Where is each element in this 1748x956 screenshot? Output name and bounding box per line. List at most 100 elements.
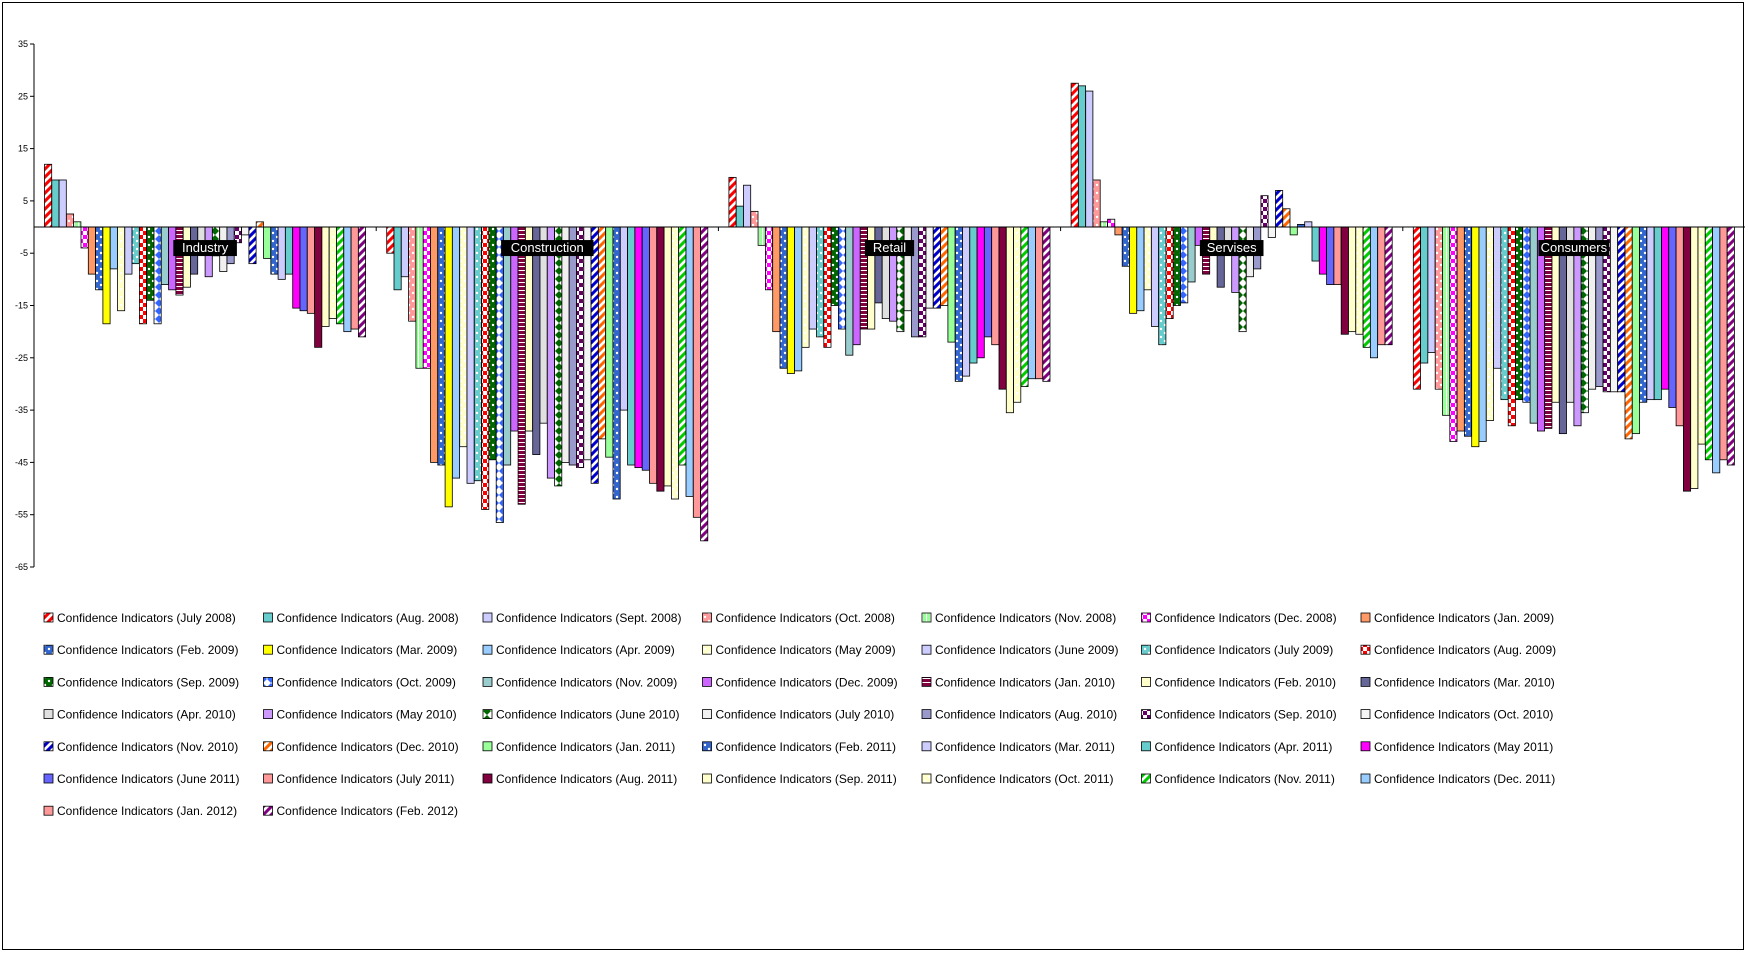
legend-item: Confidence Indicators (May 2011)	[1360, 740, 1553, 754]
y-tick-label: -55	[15, 510, 28, 520]
legend-swatch	[43, 805, 54, 816]
bar	[292, 226, 301, 309]
bar	[1370, 226, 1379, 359]
bar	[568, 226, 577, 466]
legend-label: Confidence Indicators (Feb. 2010)	[1155, 675, 1336, 689]
bar	[517, 226, 526, 505]
bar	[1558, 226, 1567, 435]
bar	[1362, 226, 1371, 348]
bar	[663, 226, 672, 487]
bar	[357, 226, 366, 338]
bar	[87, 226, 96, 275]
y-tick-label: 15	[18, 144, 28, 154]
bar	[1500, 226, 1509, 401]
legend-swatch	[263, 644, 273, 655]
bar	[634, 226, 643, 469]
bar	[1092, 179, 1101, 228]
bar	[1515, 226, 1524, 401]
bar	[1311, 226, 1320, 262]
legend-item: Confidence Indicators (Apr. 2010)	[43, 708, 236, 722]
legend-label: Confidence Indicators (Apr. 2010)	[57, 708, 236, 722]
legend-label: Confidence Indicators (Mar. 2010)	[1374, 675, 1555, 689]
bar	[823, 226, 832, 348]
bar	[160, 226, 169, 285]
legend-swatch	[43, 644, 54, 655]
category-group-servises	[1070, 82, 1393, 359]
bar	[1624, 226, 1633, 440]
bar	[1143, 226, 1152, 291]
bar	[1478, 226, 1487, 442]
legend-swatch	[43, 741, 54, 752]
bar	[947, 226, 956, 343]
legend-label: Confidence Indicators (Feb. 2009)	[57, 643, 238, 657]
legend-item: Confidence Indicators (July 2011)	[263, 772, 454, 786]
bar	[1013, 226, 1022, 403]
bar	[671, 226, 680, 500]
legend-swatch	[43, 612, 54, 623]
legend-item: Confidence Indicators (Jan. 2011)	[482, 740, 675, 754]
legend-label: Confidence Indicators (Aug. 2008)	[277, 611, 459, 625]
bar	[1668, 226, 1677, 408]
legend-swatch	[482, 773, 493, 784]
bar	[270, 226, 279, 275]
bar	[1427, 226, 1436, 353]
bar	[1355, 226, 1364, 335]
legend-label: Confidence Indicators (Jan. 2012)	[57, 804, 237, 818]
bar	[1035, 226, 1044, 380]
legend-swatch	[1360, 644, 1371, 655]
bar	[1318, 226, 1327, 275]
legend-label: Confidence Indicators (Apr. 2009)	[496, 643, 675, 657]
legend-label: Confidence Indicators (Jan. 2010)	[935, 675, 1115, 689]
legend-swatch	[921, 612, 932, 623]
bar	[66, 213, 75, 228]
bar	[969, 226, 978, 364]
legend-swatch	[702, 612, 712, 623]
bar	[728, 176, 737, 228]
bar	[808, 226, 817, 330]
legend-swatch	[482, 677, 493, 687]
bar	[1282, 208, 1291, 228]
bar	[1099, 221, 1108, 228]
category-label: Retail	[864, 240, 915, 257]
bar-chart: 35 25 15 5 -5 -15 -25 -35 -45 -55 -65 Industry Const…	[15, 39, 1745, 818]
bar	[1107, 218, 1116, 228]
legend-item: Confidence Indicators (Aug. 2011)	[482, 772, 677, 786]
bar	[1573, 226, 1582, 427]
bar	[1121, 226, 1130, 267]
legend-swatch	[482, 612, 493, 623]
legend-item: Confidence Indicators (May 2009)	[702, 643, 896, 657]
legend-item: Confidence Indicators (Nov. 2008)	[921, 611, 1116, 625]
bar	[1683, 226, 1692, 492]
bar	[656, 226, 665, 492]
bar	[153, 226, 162, 325]
bar	[998, 226, 1007, 390]
bar	[248, 226, 257, 265]
bar	[321, 226, 330, 327]
legend-swatch	[921, 709, 932, 719]
bar	[1020, 226, 1029, 387]
bar	[1610, 226, 1619, 393]
bar	[488, 226, 497, 461]
legend-swatch	[263, 805, 273, 816]
legend-swatch	[1141, 709, 1151, 719]
bar	[422, 226, 431, 369]
bar	[838, 226, 847, 330]
legend-swatch	[1141, 612, 1151, 623]
bar	[473, 226, 482, 482]
bar	[1340, 226, 1349, 335]
bar	[44, 163, 53, 228]
bar	[1617, 226, 1626, 393]
y-tick-label: 5	[23, 196, 28, 206]
bar	[1267, 226, 1276, 238]
bar	[277, 226, 286, 280]
svg-text:Consumers: Consumers	[1541, 240, 1608, 255]
bar	[1704, 226, 1713, 461]
bar	[124, 226, 133, 275]
legend-swatch	[1141, 773, 1151, 784]
bar	[1507, 226, 1516, 427]
legend-swatch	[43, 773, 54, 784]
bar	[976, 226, 985, 359]
legend-item: Confidence Indicators (Jan. 2009)	[1360, 611, 1554, 625]
legend-label: Confidence Indicators (Nov. 2010)	[57, 740, 238, 754]
bar	[546, 226, 555, 479]
